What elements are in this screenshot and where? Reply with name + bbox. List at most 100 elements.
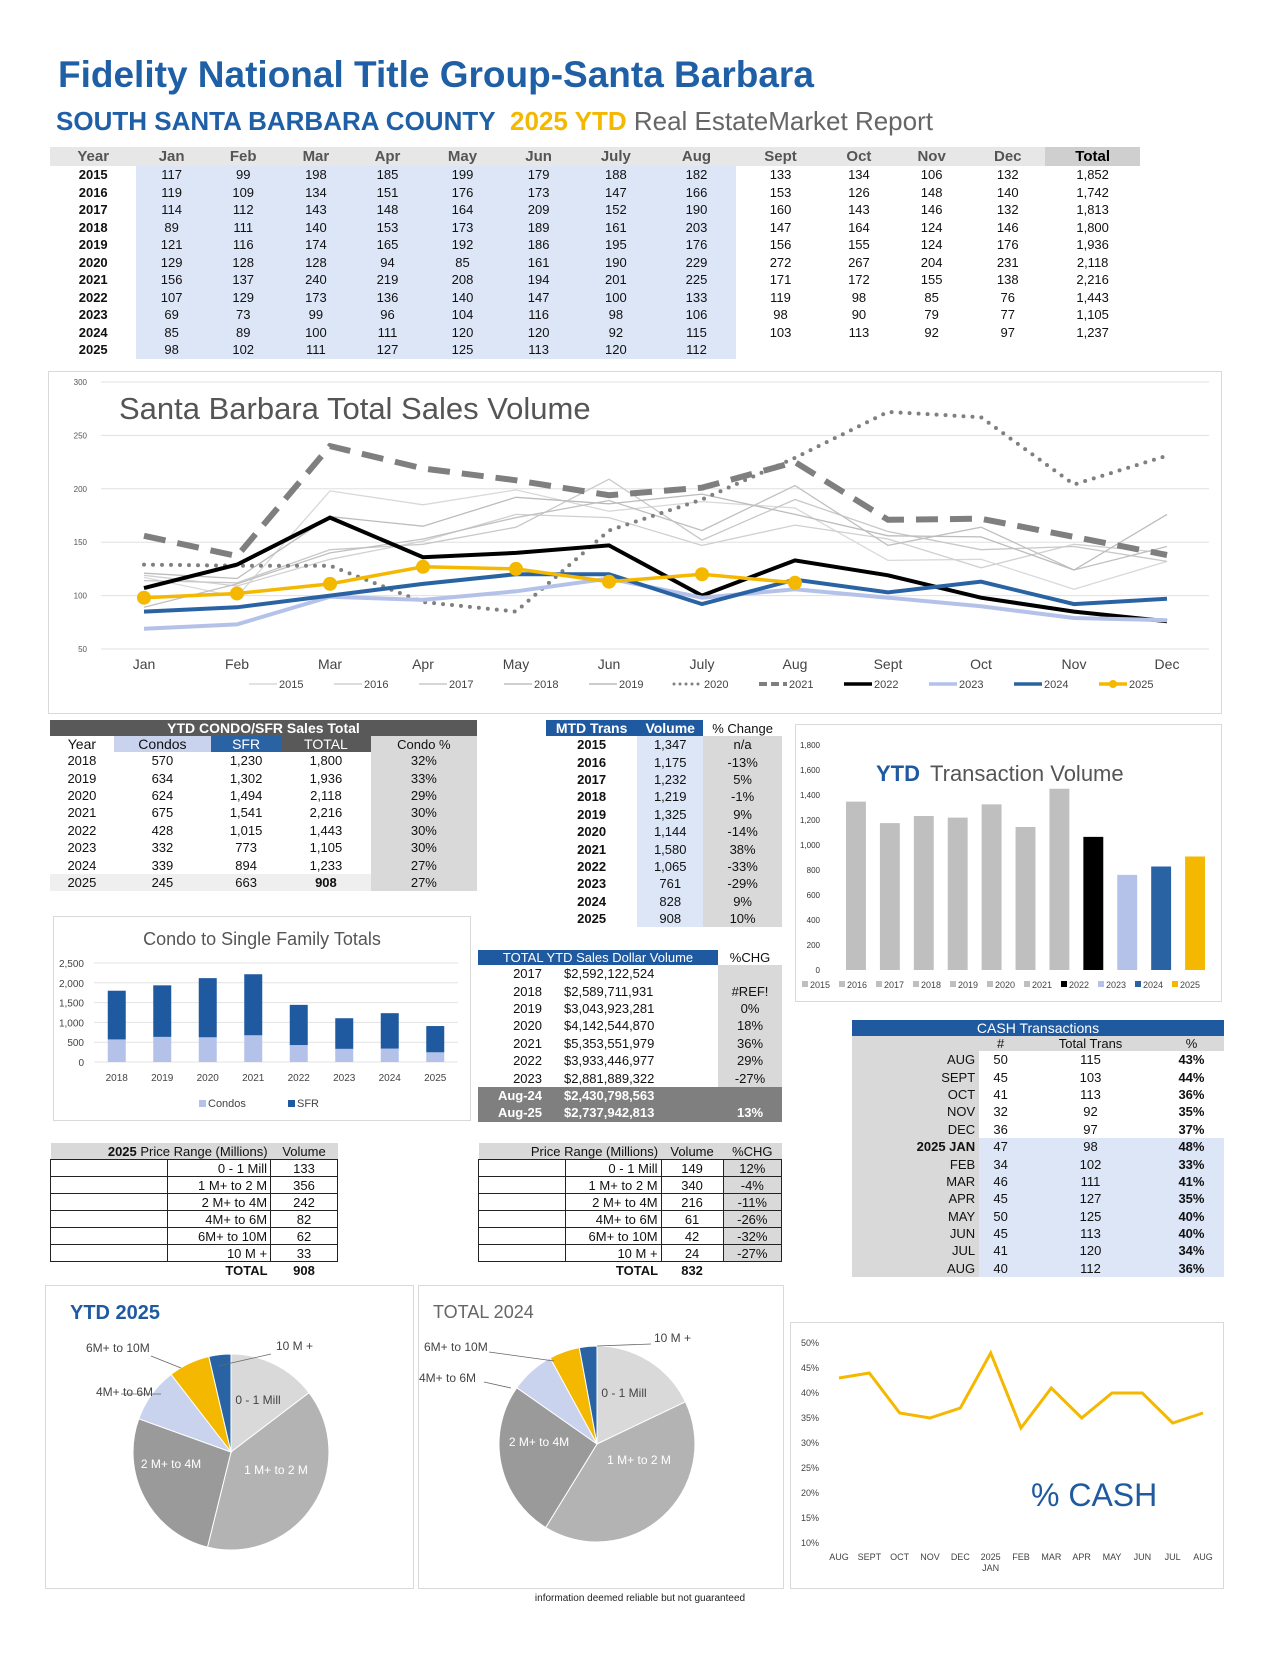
x-tick-label: Oct [970,656,992,672]
table-row: 2015 117 99 198 185 199 179 188 182 133 134 106 132 1… [50,166,1140,184]
series-point-2025 [788,575,802,590]
table-cell: 115 [656,323,737,341]
table-cell: 126 [848,184,870,200]
table-cell-chg: 29% [718,1051,782,1070]
legend-label-2016: 2016 [364,679,388,691]
table-cell: 115 [1022,1051,1159,1069]
table-cell: 143 [848,202,870,218]
chart-title: Condo to Single Family Totals [143,929,381,949]
x-tick-label: Jun [598,656,621,672]
y-tick-label: 10% [801,1538,819,1548]
table-cell-chg [718,1087,782,1104]
range-label: 2 M+ to 4M [166,1193,272,1211]
table-cell: 129 [136,253,207,271]
table-cell-chg [718,965,782,983]
legend-label: 2016 [847,980,867,990]
series-line-2016 [143,513,1168,587]
table-cell: 231 [996,254,1019,270]
table-cell: 2021 [577,841,607,857]
table-cell: 165 [352,236,423,254]
table-cell: 2020 [67,787,97,803]
table-cell: 140 [422,288,503,306]
table-row: 6M+ to 10M 42 -32% [478,1227,783,1245]
table-cell: 132 [996,167,1019,183]
x-tick-label: MAR [1041,1552,1062,1562]
x-tick-label: SEPT [858,1552,882,1562]
condo-sfr-table: YTD CONDO/SFR Sales Total Year Condos SFR T… [50,720,477,892]
series-line-2015 [143,489,1168,598]
table-cell: 113 [848,324,870,340]
table-cell [736,341,825,359]
table-cell: 198 [279,166,353,184]
table-cell-spacer [478,1176,566,1194]
table-cell-amount: $3,043,923,281 [564,1000,655,1016]
pie-label: 2 M+ to 4M [509,1435,569,1449]
table-row: 2021 156 137 240 219 208 194 201 225 171 172 155 138… [50,271,1140,289]
table-cell: 92 [574,323,657,341]
table-cell: 201 [574,271,657,289]
y-tick-label: 50% [801,1338,819,1348]
table-row: 2023 761 -29% [546,875,782,893]
table-row: JUN 45 113 40% [852,1224,1224,1243]
series-point-2025 [230,586,244,601]
table-row: 2019 1,325 9% [546,805,782,823]
x-tick-label: 2020 [197,1073,220,1084]
table-cell: 173 [279,288,353,306]
range-label: 0 - 1 Mill [565,1159,662,1177]
table-cell: 229 [656,253,737,271]
table-cell: 102 [206,341,280,359]
bar-sfr-2021 [244,974,263,1036]
table-cell: 176 [656,236,737,254]
range-chg: -11% [722,1193,783,1211]
table-cell: 38% [703,840,782,858]
table-row: MAR 46 111 41% [852,1172,1224,1191]
y-tick-label: 100 [74,592,88,601]
table-row: 0 - 1 Mill 133 [50,1159,338,1177]
legend-swatch [876,981,882,987]
table-cell: 113 [502,341,575,359]
table-cell: 1,813 [1076,202,1109,218]
table-cell: 89 [136,218,207,236]
series-point-2025 [602,574,616,589]
legend-label: 2021 [1032,980,1052,990]
table-row: 2017 $2,592,122,524 [478,965,782,983]
series-line-2020 [142,409,1169,614]
table-row: 1 M+ to 2 M 356 [50,1176,338,1194]
legend-label-2019: 2019 [619,679,643,691]
bar-condos-2019 [153,1036,172,1062]
table-row: Aug-24 $2,430,798,563 [478,1086,782,1105]
y-tick-label: 500 [67,1038,84,1049]
table-cell-spacer [50,1159,168,1177]
table-row: JUL 41 120 34% [852,1242,1224,1260]
table-cell: 45 [979,1224,1023,1243]
y-tick-label: 600 [807,891,821,900]
pie-slice-0 [596,1345,687,1445]
cash-title: CASH Transactions [852,1020,1224,1036]
ytd-transaction-volume-chart: 1,800 1,600 1,400 1,200 1,000 800 600 400 200 0 YT… [795,724,1222,1002]
legend-label-2018: 2018 [534,679,558,691]
range-label: 10 M + [565,1244,662,1262]
table-cell: 1,443 [309,822,343,838]
pie-leader-line [596,1343,652,1347]
table-cell: 34% [1158,1242,1224,1260]
y-tick-label: 200 [74,485,88,494]
table-cell: 176 [996,237,1019,253]
bar-2016 [879,823,900,970]
pie-leader-line [483,1381,512,1389]
y-tick-label: 0 [78,1058,84,1069]
pie-label: 10 M + [276,1339,313,1353]
table-cell: 173 [422,218,503,236]
table-row: 2020 129 128 128 94 85 161 190 229 272 267 204 231 2,… [50,253,1140,271]
legend-swatch [1135,981,1141,987]
y-tick-label: 1,500 [59,999,84,1010]
pie-label: 6M+ to 10M [424,1340,488,1354]
table-cell: 570 [151,753,174,769]
table-cell: NOV [852,1103,980,1121]
x-tick-label: AUG [829,1552,849,1562]
cash-header: % [1158,1036,1224,1051]
table-header-feb: Feb [206,147,280,166]
pie-total-2024-card: TOTAL 2024 0 - 1 Mill 1 M+ to 2 M 2 M+ to 4… [418,1285,784,1589]
table-cell-chg: -27% [718,1069,782,1087]
table-cell: 624 [151,787,174,803]
table-cell-amount: $2,881,889,322 [564,1070,655,1086]
